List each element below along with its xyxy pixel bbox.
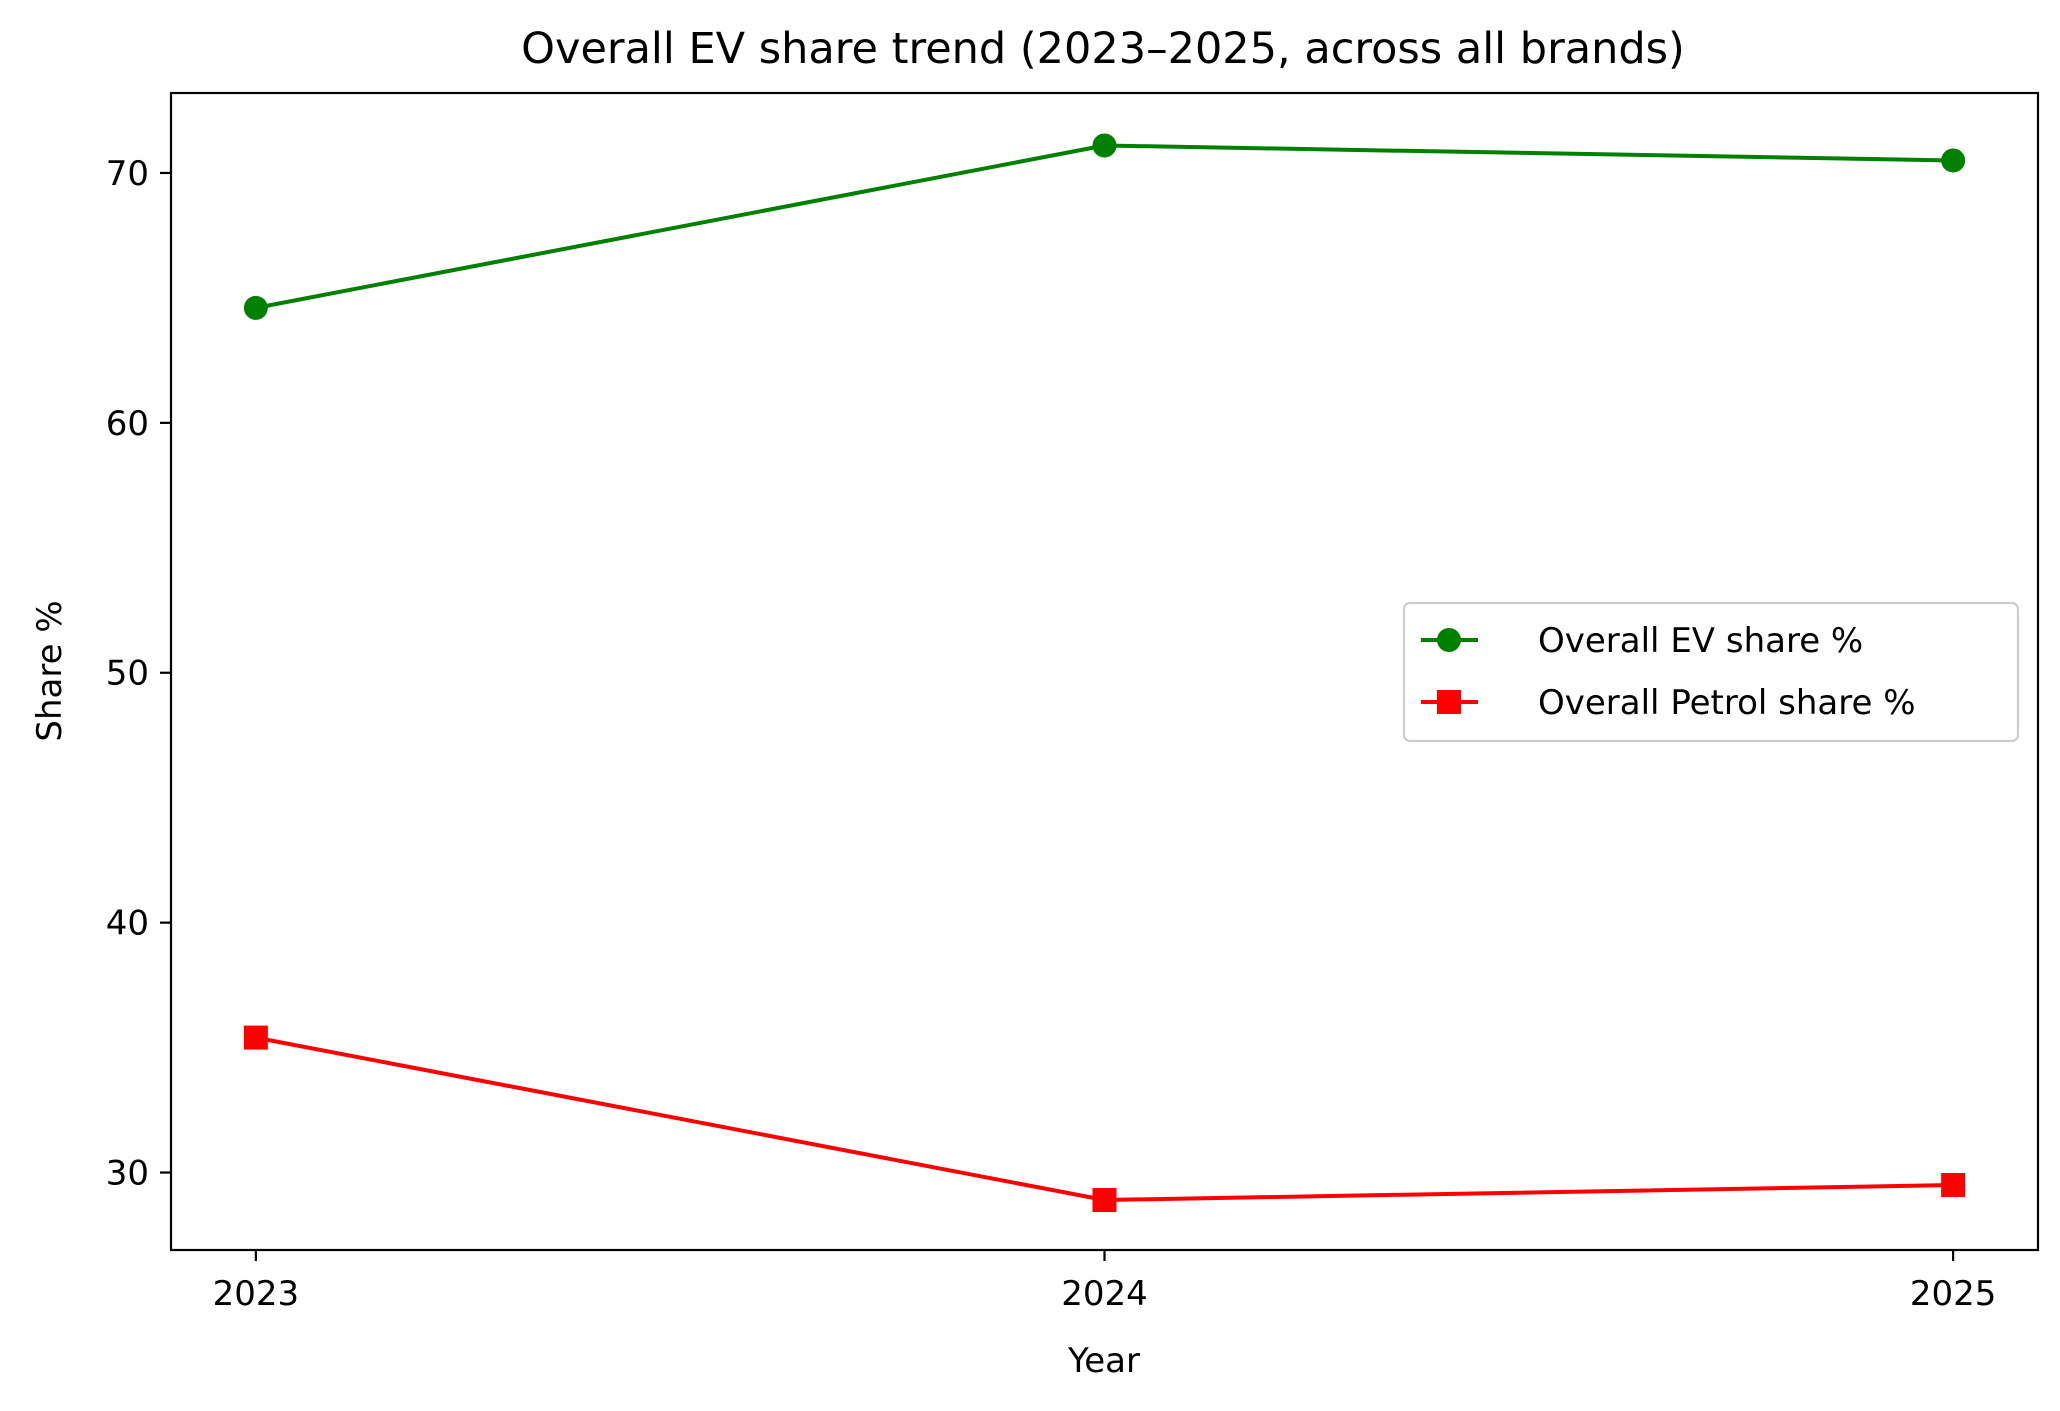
data-point: [1941, 148, 1966, 173]
series-ev: [243, 133, 1966, 320]
y-tick-label: 70: [106, 154, 149, 194]
x-tick-label: 2024: [1061, 1274, 1148, 1314]
legend-ev-label: Overall EV share %: [1538, 621, 1863, 661]
series-lines: [243, 133, 1966, 1213]
legend-box: [1402, 601, 2020, 743]
y-tick-label: 50: [106, 654, 149, 694]
y-tick-label: 60: [106, 404, 149, 444]
axis-ticks: 30 40 50 60 70 2023 2024 2025: [106, 154, 1997, 1314]
series-petrol: [243, 1025, 1966, 1213]
x-tick-label: 2025: [1910, 1274, 1997, 1314]
x-axis-label: Year: [1067, 1341, 1140, 1381]
y-tick-label: 30: [106, 1154, 149, 1194]
legend-item-ev: Overall EV share %: [1421, 621, 1863, 661]
y-axis-label: Share %: [30, 600, 70, 741]
data-point: [243, 295, 268, 320]
chart-title: Overall EV share trend (2023–2025, acros…: [521, 24, 1685, 74]
data-point: [1092, 1188, 1117, 1213]
chart-legend: Overall EV share % Overall Petrol share …: [1402, 601, 2020, 743]
legend-ev-marker: [1437, 628, 1461, 652]
legend-petrol-label: Overall Petrol share %: [1538, 683, 1916, 723]
legend-petrol-marker: [1437, 690, 1461, 714]
data-point: [1092, 133, 1117, 158]
legend-item-petrol: Overall Petrol share %: [1421, 683, 1916, 723]
plot-area-frame: [169, 91, 2040, 1252]
data-point: [243, 1025, 268, 1050]
x-tick-label: 2023: [213, 1274, 300, 1314]
y-tick-label: 40: [106, 904, 149, 944]
data-point: [1941, 1173, 1966, 1198]
